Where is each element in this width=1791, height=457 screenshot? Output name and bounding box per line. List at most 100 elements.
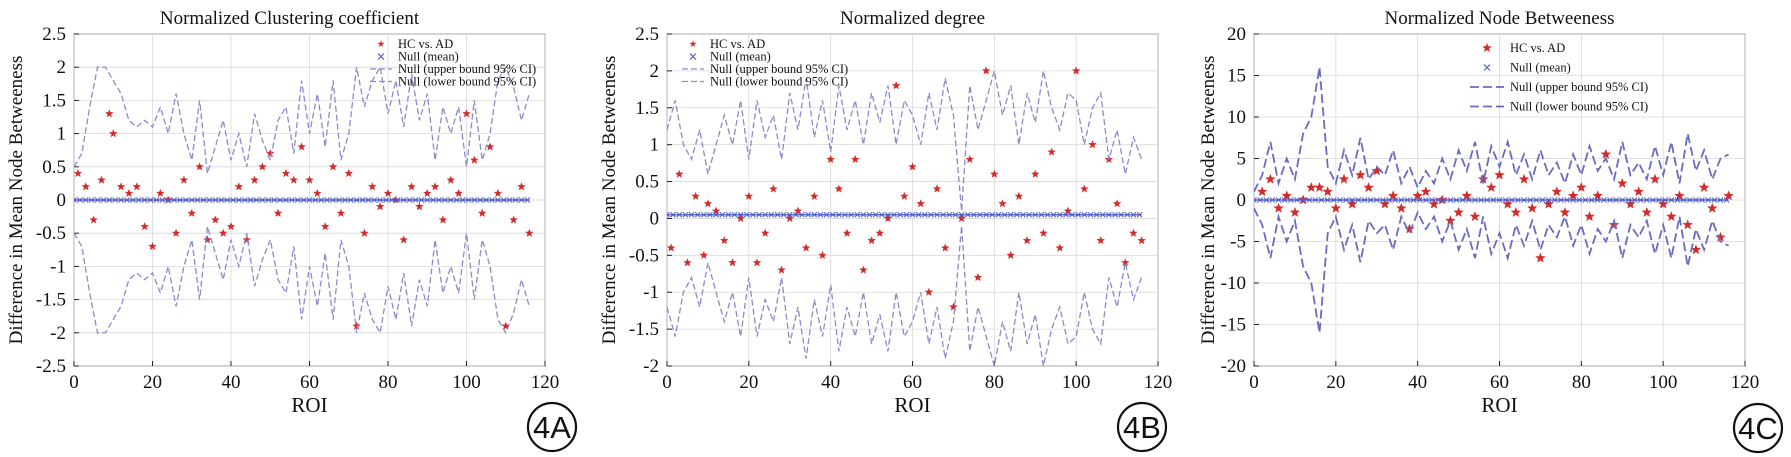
data-point-null-mean [1254,197,1257,203]
y-tick-label: -15 [1221,315,1246,336]
panel-badge: 4A [526,401,578,453]
y-tick-label: 15 [1227,66,1246,87]
data-point-null-mean [1594,197,1601,203]
data-point-hc-vs-ad [1338,173,1350,184]
data-point-null-mean [1081,211,1088,218]
data-point-null-mean [183,197,189,203]
data-point-hc-vs-ad [1088,140,1097,149]
data-point-hc-vs-ad [1641,206,1653,217]
data-point-hc-vs-ad [1657,198,1669,209]
data-point-null-mean [682,211,689,218]
data-point-null-mean [1124,211,1131,218]
data-point-null-mean [1662,197,1669,203]
legend-marker-x [377,53,385,60]
data-point-null-mean [353,197,360,203]
data-point-null-mean [762,211,769,218]
x-tick-label: 0 [662,372,672,393]
data-point-hc-vs-ad [760,228,770,237]
data-point-null-mean [259,197,266,203]
data-point-null-mean [1026,211,1032,218]
data-point-null-mean [995,211,1002,218]
x-tick-label: 0 [69,372,79,393]
data-point-null-mean [1281,197,1288,203]
data-point-hc-vs-ad [74,168,83,178]
data-point-null-mean [854,211,861,218]
data-point-null-mean [989,211,996,218]
data-point-hc-vs-ad [156,188,165,198]
data-point-null-mean [1600,197,1607,203]
data-point-hc-vs-ad [104,109,114,118]
y-tick-label: 0 [57,190,67,211]
data-point-null-mean [112,197,119,203]
data-point-null-mean [811,211,818,218]
data-point-hc-vs-ad [234,182,244,191]
data-point-null-mean [241,197,248,203]
y-tick-label: 20 [1227,24,1246,45]
data-point-null-mean [1118,211,1125,218]
data-point-null-mean [1717,197,1724,203]
series-line-null-lower-bound-95-ci [74,226,530,335]
data-point-null-mean [1337,197,1343,203]
data-point-null-mean [294,197,301,203]
data-point-null-mean [135,197,142,203]
data-point-null-mean [465,197,472,203]
data-point-null-mean [206,197,213,203]
x-axis-label: ROI [1481,393,1517,417]
data-point-null-mean [412,197,419,203]
data-point-null-mean [1367,197,1374,203]
data-point-hc-vs-ad [891,81,901,90]
data-point-hc-vs-ad [97,175,106,184]
data-point-null-mean [1558,197,1564,203]
y-axis-label: Difference in Mean Node Betweeness [6,56,27,345]
data-point-null-mean [483,197,489,203]
data-point-null-mean [1044,211,1051,218]
y-tick-label: 10 [1227,107,1246,128]
data-point-null-mean [1650,197,1656,203]
data-point-null-mean [230,197,236,203]
data-point-null-mean [1723,197,1730,203]
data-point-hc-vs-ad [1633,186,1644,197]
data-point-null-mean [1257,197,1263,203]
data-point-null-mean [330,197,336,203]
series-line-null-lower-bound-95-ci [667,225,1143,366]
data-point-hc-vs-ad [1346,198,1358,209]
data-point-hc-vs-ad [1486,181,1497,193]
data-point-null-mean [436,197,442,203]
data-point-null-mean [124,197,130,203]
data-point-null-mean [866,211,873,218]
data-point-hc-vs-ad [509,215,518,224]
data-point-null-mean [1136,211,1143,218]
data-point-null-mean [799,211,805,218]
data-point-null-mean [1465,197,1472,203]
y-tick-label: 2 [57,57,67,78]
x-tick-label: 100 [1062,372,1091,393]
y-tick-label: 0 [1237,190,1247,211]
y-tick-label: 2 [650,61,660,82]
data-point-hc-vs-ad [493,188,503,198]
data-point-hc-vs-ad [1055,243,1065,252]
y-axis-label: Difference in Mean Node Betweeness [1198,56,1219,345]
data-point-hc-vs-ad [360,228,369,237]
data-point-null-mean [805,211,812,218]
data-point-null-mean [1106,211,1112,218]
series-line-null-upper-bound-95-ci [74,65,530,174]
data-point-null-mean [1570,197,1577,203]
data-point-hc-vs-ad [407,182,416,191]
data-point-hc-vs-ad [422,188,432,198]
data-point-null-mean [885,211,891,218]
data-point-null-mean [347,197,354,203]
data-point-hc-vs-ad [949,302,958,311]
data-point-null-mean [377,197,384,203]
data-point-null-mean [188,197,195,203]
y-tick-label: 2.5 [42,24,66,45]
data-point-hc-vs-ad [1543,198,1554,209]
panel-badge-label: 4C [1738,411,1778,446]
data-point-hc-vs-ad [1071,66,1081,75]
data-point-hc-vs-ad [924,287,934,296]
data-point-null-mean [312,197,319,203]
data-point-null-mean [447,197,454,203]
data-point-hc-vs-ad [777,265,786,274]
data-point-hc-vs-ad [1567,190,1579,201]
panel-badge-circle [526,401,578,453]
